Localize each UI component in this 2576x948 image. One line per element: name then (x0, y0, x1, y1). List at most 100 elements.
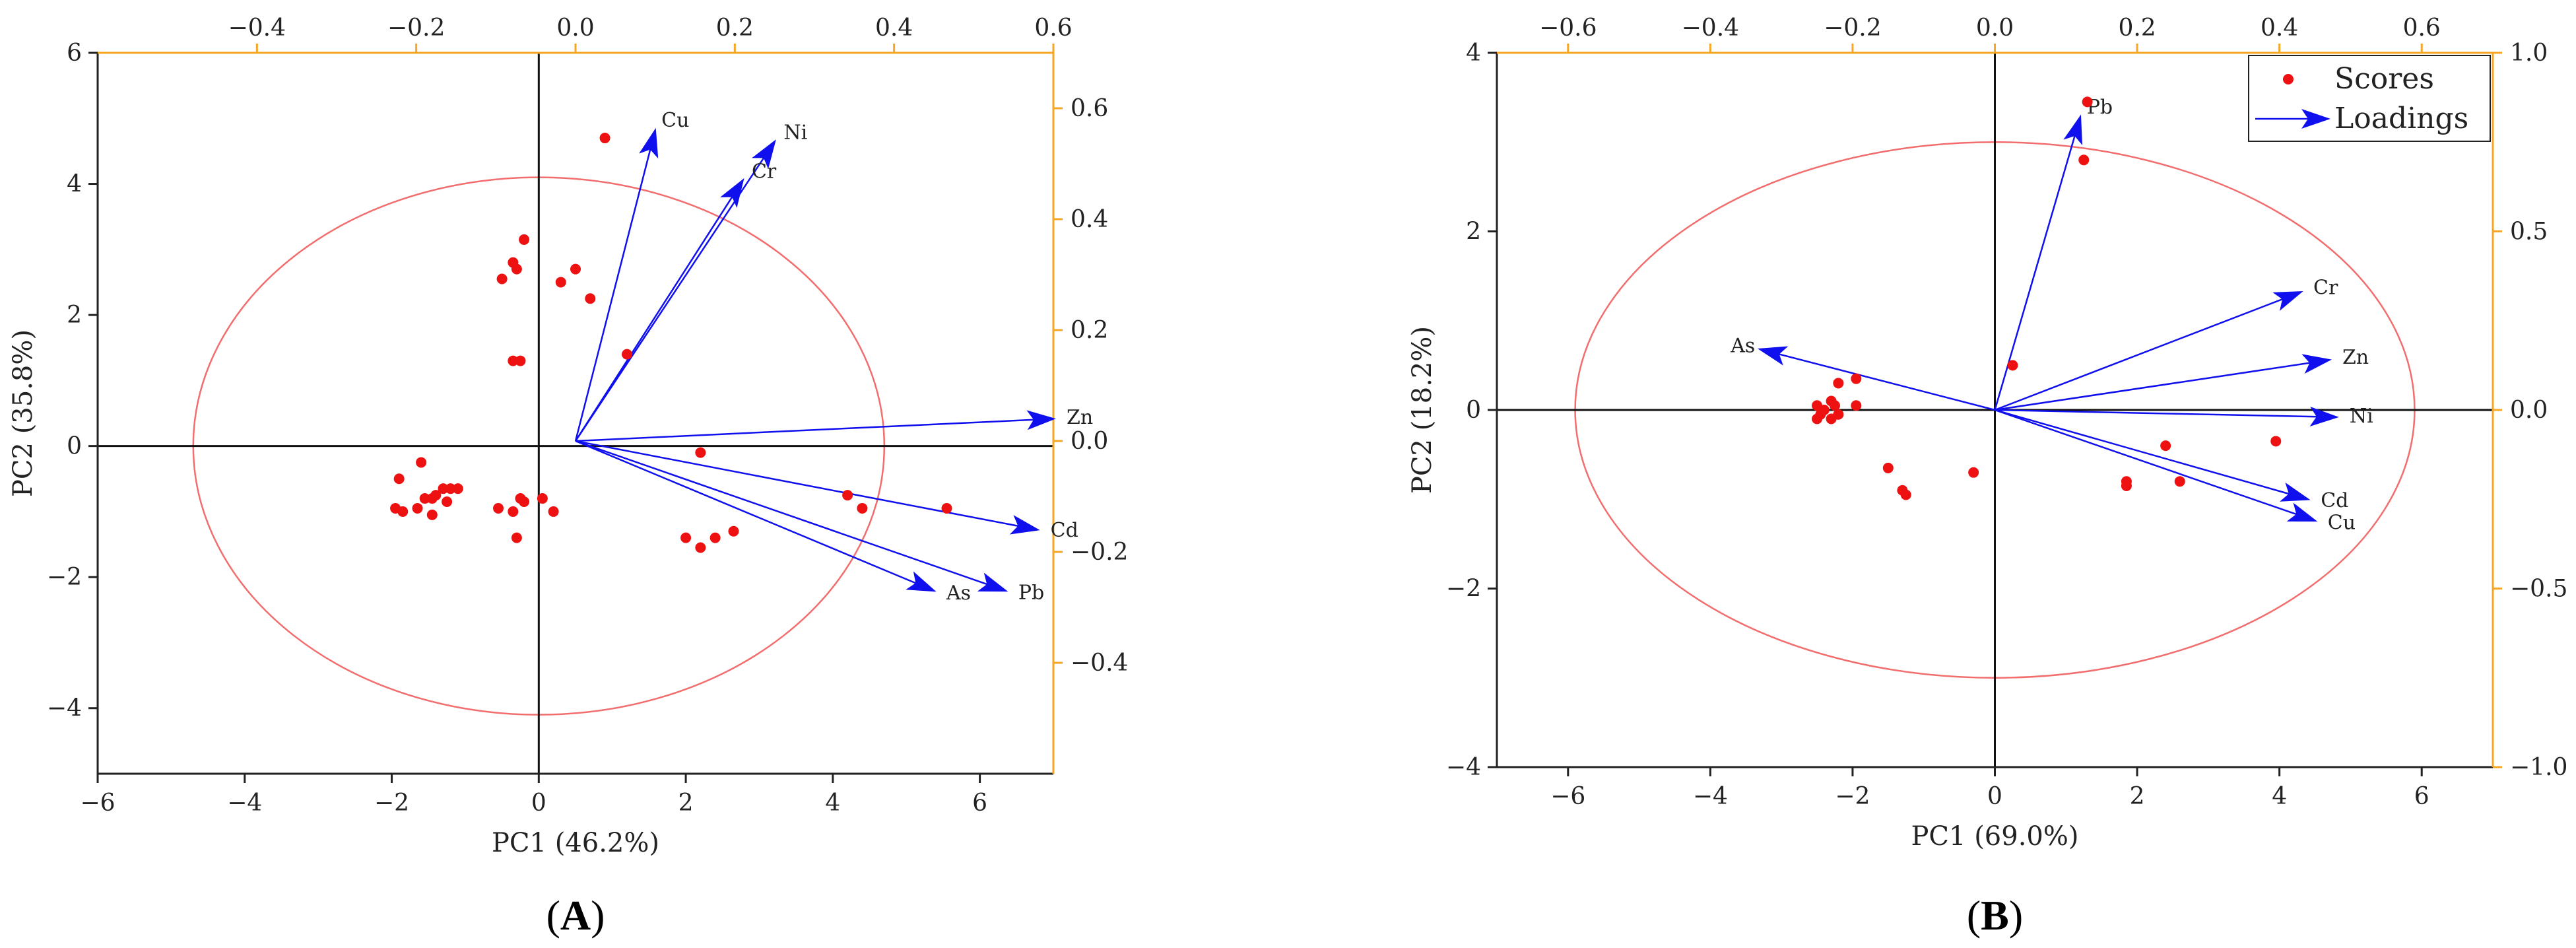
loading-label-ni: Ni (783, 121, 807, 145)
y-tick-label: 4 (67, 171, 82, 198)
loading-label-cu: Cu (2328, 511, 2356, 534)
score-point (842, 490, 853, 501)
panel-label: (A) (546, 892, 605, 939)
score-point (1826, 413, 1837, 424)
score-point (519, 234, 530, 245)
score-point (680, 532, 692, 543)
score-point (1833, 378, 1844, 389)
loading-label-ni: Ni (2350, 405, 2373, 428)
loading-label-zn: Zn (2342, 346, 2369, 369)
x-tick-label: −4 (1693, 783, 1728, 810)
loading-arrow-zn (1995, 354, 2332, 411)
score-point (430, 490, 442, 501)
score-point (493, 502, 504, 514)
top-tick-label: 0.6 (2403, 15, 2441, 42)
loading-label-as: As (946, 582, 971, 605)
loading-label-cr: Cr (2313, 276, 2338, 299)
right-tick-label: −0.4 (1071, 650, 1128, 677)
score-point (2160, 440, 2171, 452)
panel-label: (B) (1967, 892, 2023, 939)
top-tick-label: 0.4 (875, 15, 913, 42)
loading-arrow-cr (1995, 291, 2303, 411)
right-tick-label: 0.4 (1071, 206, 1108, 233)
loading-arrow-cu (1995, 409, 2318, 522)
right-tick-label: 0.5 (2510, 219, 2548, 246)
y-tick-label: −4 (1446, 754, 1481, 781)
score-point (426, 509, 438, 520)
y-tick-label: −2 (47, 564, 82, 591)
score-point (393, 473, 405, 485)
loading-arrow-cu (574, 127, 659, 442)
score-point (442, 496, 453, 508)
legend-loadings-label: Loadings (2334, 102, 2468, 135)
right-tick-label: −1.0 (2510, 754, 2567, 781)
top-tick-label: 0.4 (2261, 15, 2298, 42)
score-point (511, 263, 522, 275)
y-tick-label: 6 (67, 40, 82, 67)
score-point (548, 506, 559, 517)
loading-arrow-as (1757, 346, 1995, 411)
score-point (621, 349, 632, 360)
score-point (2007, 360, 2018, 371)
loading-arrow-pb (575, 440, 1008, 592)
score-point (419, 493, 430, 504)
loading-arrow-ni (1995, 406, 2339, 426)
y-axis-title: PC2 (18.2%) (1407, 326, 1437, 494)
score-point (515, 355, 526, 366)
score-point (508, 355, 519, 366)
x-tick-label: 0 (1987, 783, 2002, 810)
panel-a: −6 −4 −2 0 2 4 6 −4 −2 0 2 4 6 −0.4 −0.2 0.0 0.2 0.4 0.6 −0… (8, 15, 1128, 939)
x-tick-label: −6 (1550, 783, 1585, 810)
y-tick-label: −4 (47, 695, 82, 722)
loading-label-zn: Zn (1067, 406, 1093, 429)
score-point (438, 483, 449, 494)
x-tick-label: −2 (374, 790, 409, 817)
loading-label-cr: Cr (752, 160, 777, 183)
right-tick-label: 1.0 (2510, 40, 2548, 67)
loading-label-cu: Cu (661, 109, 689, 132)
score-point (1851, 400, 1862, 411)
score-point (710, 532, 721, 543)
score-point (2121, 480, 2132, 491)
loading-arrow-as (575, 440, 937, 592)
loading-arrow-cr (574, 178, 744, 442)
score-point (599, 133, 611, 144)
right-tick-label: 0.2 (1071, 317, 1108, 344)
top-tick-label: −0.6 (1539, 15, 1597, 42)
score-point (728, 525, 739, 537)
score-point (1818, 405, 1830, 415)
score-point (2174, 476, 2185, 487)
score-point (412, 502, 423, 514)
score-point (416, 457, 427, 468)
score-point (2270, 436, 2282, 447)
y-tick-label: −2 (1446, 576, 1481, 603)
score-point (397, 506, 409, 517)
x-axis-title: PC1 (46.2%) (492, 828, 659, 858)
y-tick-label: 2 (1466, 219, 1481, 246)
right-tick-label: 0.6 (1071, 95, 1108, 122)
x-tick-label: 4 (2272, 783, 2287, 810)
score-point (452, 483, 463, 494)
loading-label-as: As (1730, 335, 1755, 358)
score-point (511, 532, 522, 543)
x-tick-label: 0 (531, 790, 546, 817)
score-point (695, 542, 706, 553)
top-tick-label: 0.6 (1034, 15, 1072, 42)
legend-box (2248, 55, 2491, 142)
loading-arrow-pb (1994, 114, 2083, 411)
x-tick-label: −6 (80, 790, 115, 817)
score-point (2082, 96, 2093, 108)
score-point (1829, 400, 1840, 411)
legend-scores-label: Scores (2334, 62, 2434, 96)
top-tick-label: −0.4 (1682, 15, 1739, 42)
x-tick-label: 2 (678, 790, 694, 817)
score-point (1882, 462, 1894, 473)
right-tick-label: −0.5 (2510, 576, 2567, 603)
score-point (585, 293, 596, 304)
loading-arrow-zn (575, 410, 1056, 442)
loading-label-cd: Cd (1051, 519, 1078, 542)
y-tick-label: 4 (1466, 40, 1481, 67)
y-tick-label: 2 (67, 302, 82, 329)
score-point (570, 263, 581, 275)
